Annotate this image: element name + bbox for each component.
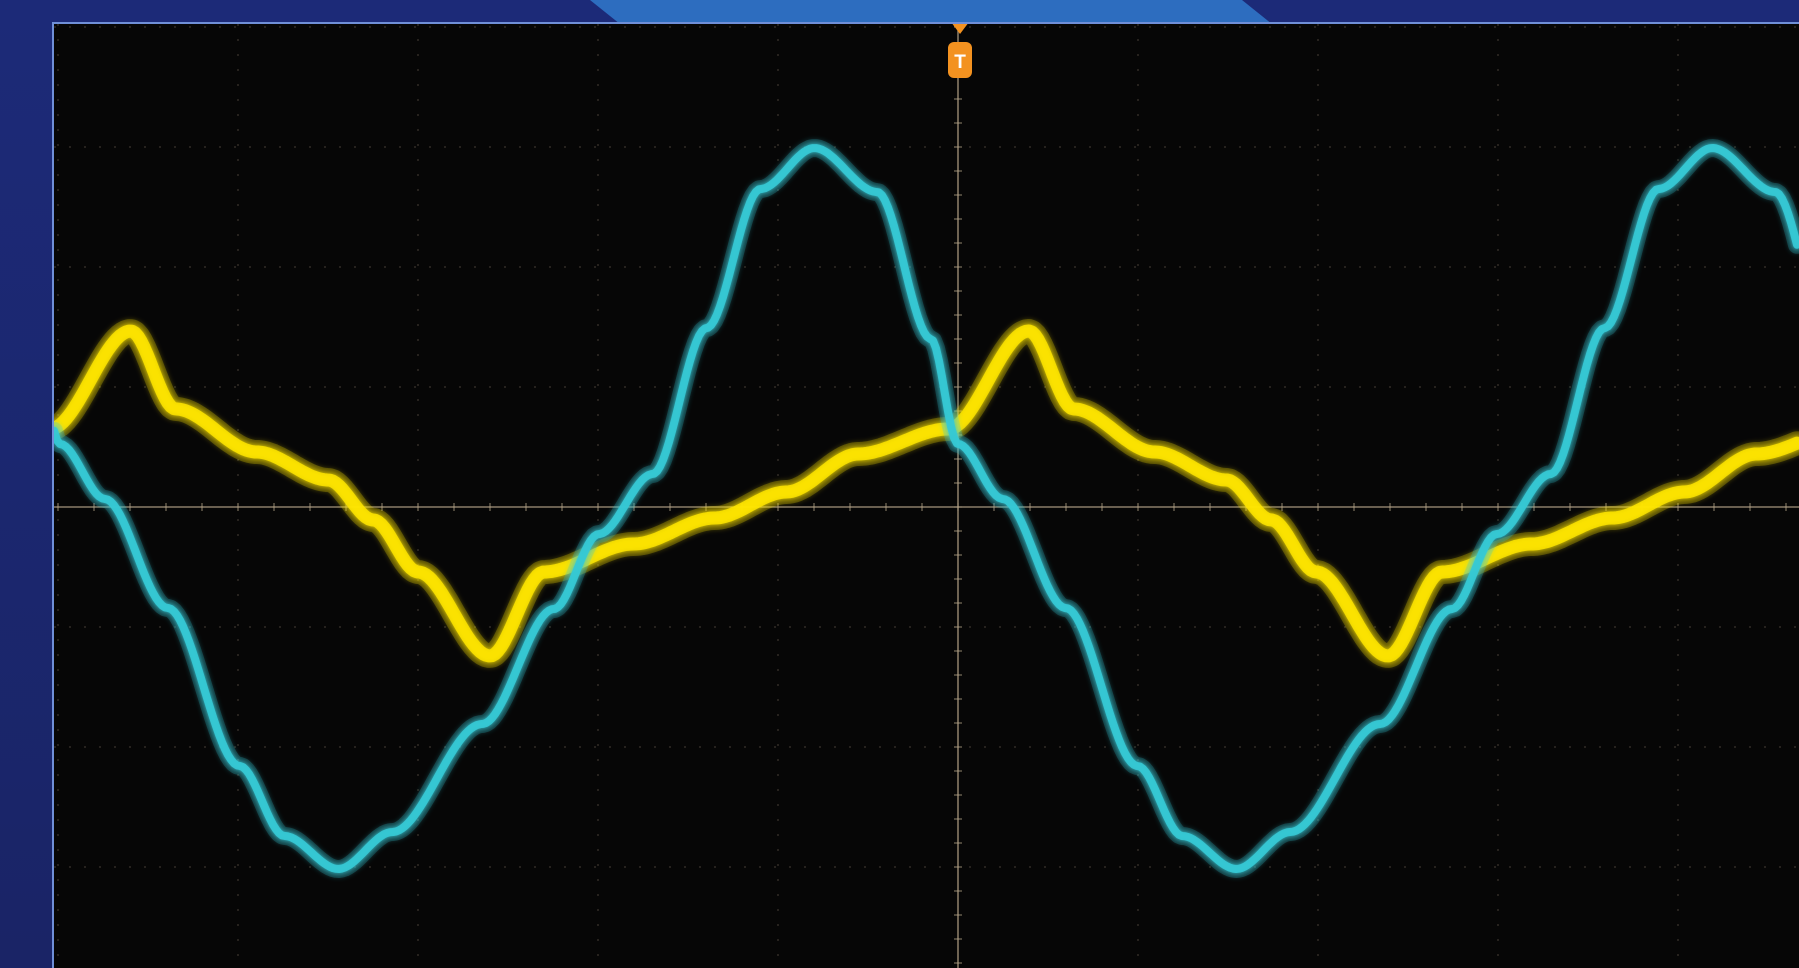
scope-display[interactable]: T (52, 22, 1799, 968)
trigger-box (948, 42, 972, 78)
cyan-trace-glow (54, 139, 1799, 878)
top-tab (590, 0, 1272, 24)
waveform-plot[interactable]: T (54, 24, 1799, 968)
trigger-marker[interactable]: T (948, 24, 972, 78)
cyan-trace (54, 144, 1799, 873)
yellow-trace (54, 324, 1799, 663)
trigger-label: T (954, 52, 966, 73)
trigger-arrow-icon (952, 24, 968, 34)
